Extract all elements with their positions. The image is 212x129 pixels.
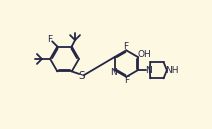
Text: OH: OH — [138, 50, 152, 59]
Text: NH: NH — [165, 66, 178, 75]
Text: F: F — [123, 42, 128, 51]
Text: N: N — [145, 66, 152, 75]
Text: F: F — [47, 35, 52, 44]
Text: S: S — [79, 71, 85, 81]
Text: N: N — [110, 68, 117, 78]
Text: F: F — [124, 76, 129, 85]
